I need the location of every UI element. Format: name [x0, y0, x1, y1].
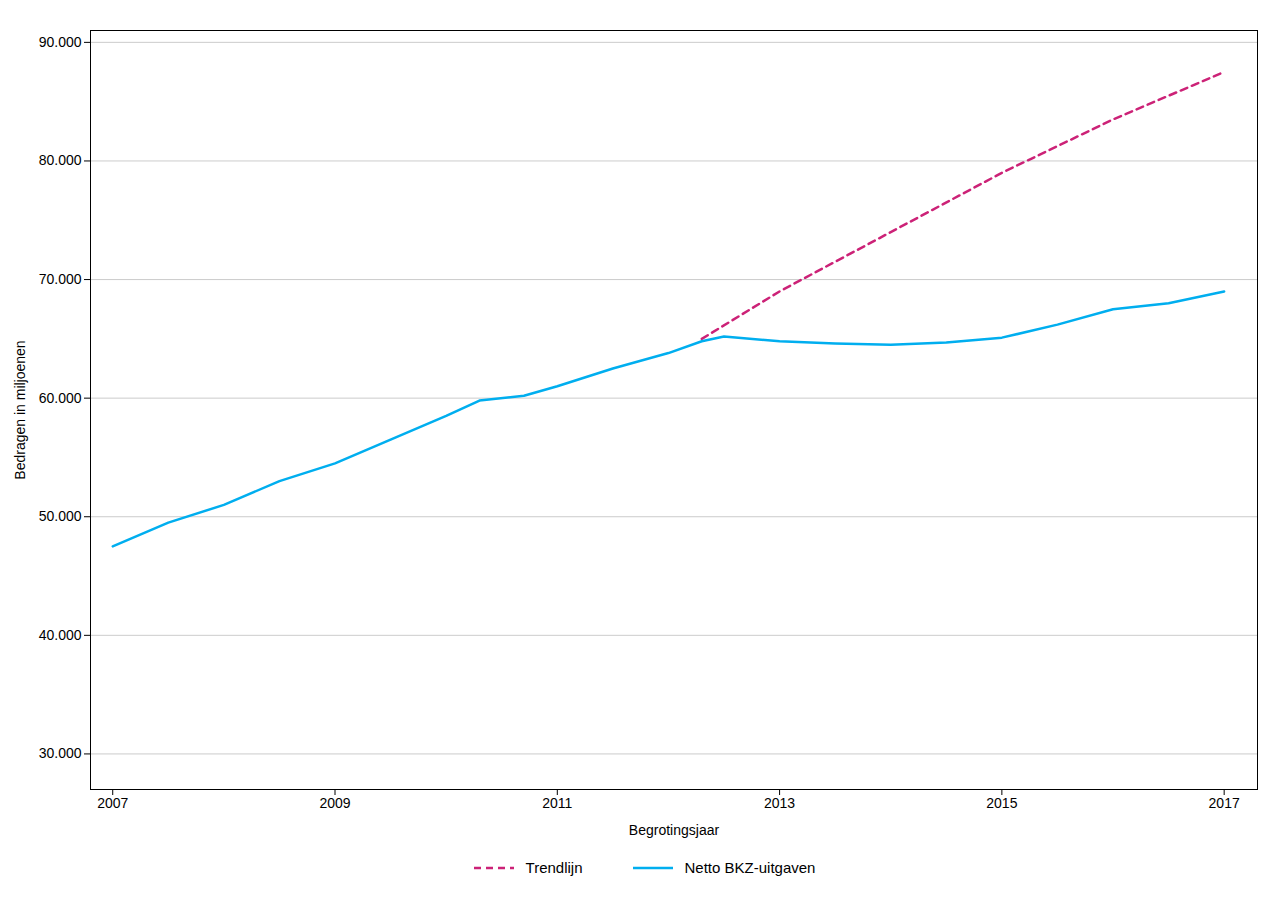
svg-text:50.000: 50.000 — [39, 508, 82, 524]
svg-text:2011: 2011 — [542, 795, 572, 811]
svg-text:Bedragen in miljoenen: Bedragen in miljoenen — [12, 340, 28, 479]
svg-text:30.000: 30.000 — [39, 745, 82, 761]
html-text:Netto BKZ-uitgaven: Netto BKZ-uitgaven — [684, 859, 816, 876]
svg-text:Begrotingsjaar: Begrotingsjaar — [629, 822, 720, 838]
html-text:Trendlijn: Trendlijn — [525, 859, 583, 876]
svg-text:70.000: 70.000 — [39, 271, 82, 287]
svg-text:2007: 2007 — [97, 795, 128, 811]
svg-text:40.000: 40.000 — [39, 627, 82, 643]
svg-text:2009: 2009 — [319, 795, 350, 811]
svg-text:90.000: 90.000 — [39, 34, 82, 50]
svg-text:60.000: 60.000 — [39, 390, 82, 406]
svg-text:2017: 2017 — [1209, 795, 1240, 811]
svg-text:2013: 2013 — [764, 795, 795, 811]
svg-text:80.000: 80.000 — [39, 152, 82, 168]
svg-text:2015: 2015 — [986, 795, 1017, 811]
